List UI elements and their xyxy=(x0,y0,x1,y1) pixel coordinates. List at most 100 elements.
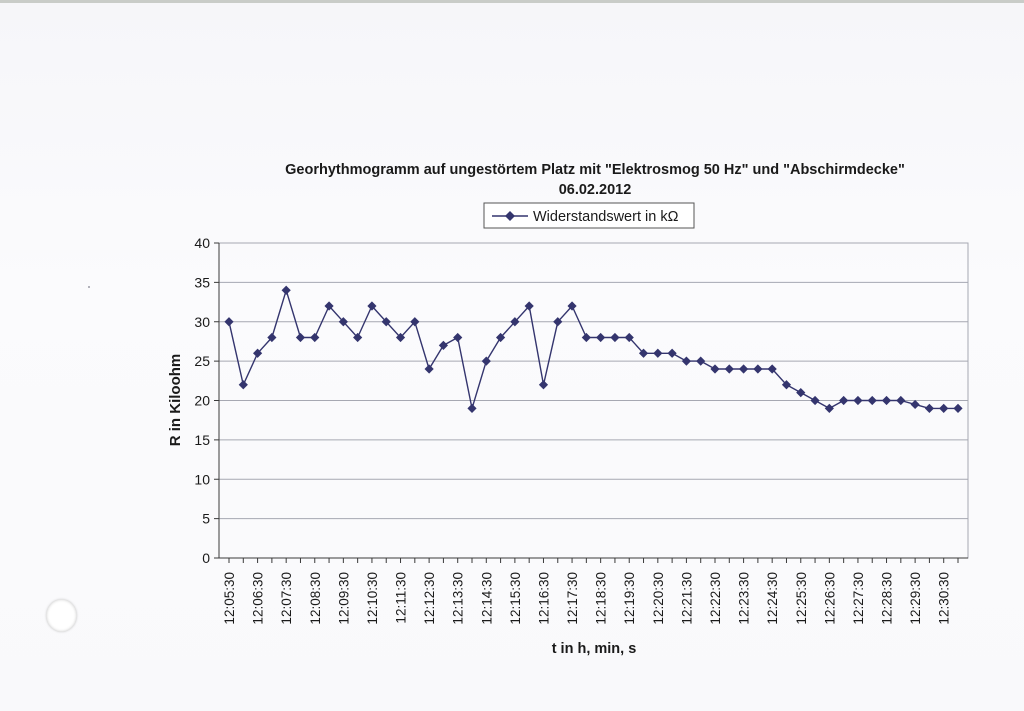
data-point xyxy=(495,332,506,343)
data-point xyxy=(524,301,534,311)
x-tick-labels: 12:05:30 12:06:30 12:07:30 12:08:30 12:09:30… xyxy=(222,572,952,625)
data-point xyxy=(867,395,877,406)
data-point xyxy=(324,301,334,311)
y-tick-label: 20 xyxy=(194,393,210,409)
data-point xyxy=(581,332,591,343)
x-tick-label: 12:13:30 xyxy=(451,572,466,625)
legend: Widerstandswert in kΩ xyxy=(483,202,695,229)
x-tick-label: 12:23:30 xyxy=(737,572,752,625)
data-point xyxy=(353,332,363,343)
y-tick-label: 35 xyxy=(194,274,210,290)
data-point xyxy=(638,348,649,358)
data-point xyxy=(939,403,949,413)
data-point xyxy=(381,317,391,327)
y-tick-label: 40 xyxy=(194,235,210,251)
data-point xyxy=(696,356,706,366)
y-tick-label: 15 xyxy=(194,432,210,448)
y-tick-label: 30 xyxy=(194,314,210,330)
y-tick-labels: 0 5 10 15 20 25 30 35 40 xyxy=(194,235,210,566)
x-tick-label: 12:30:30 xyxy=(937,572,952,625)
data-point xyxy=(853,395,863,406)
legend-box xyxy=(483,202,695,229)
data-point xyxy=(395,332,406,343)
data-point xyxy=(538,380,549,390)
x-tick-label: 12:18:30 xyxy=(594,572,609,625)
data-point xyxy=(896,395,906,406)
data-point xyxy=(610,332,620,343)
data-point xyxy=(839,395,849,406)
data-point xyxy=(738,364,749,374)
x-tick-label: 12:14:30 xyxy=(479,572,494,625)
data-point xyxy=(681,356,692,366)
data-point xyxy=(467,403,477,413)
x-tick-label: 12:16:30 xyxy=(536,572,551,625)
x-tick-label: 12:28:30 xyxy=(880,572,895,625)
data-point xyxy=(338,317,348,327)
data-point xyxy=(410,317,420,327)
y-tick-label: 0 xyxy=(202,550,210,566)
x-tick-label: 12:27:30 xyxy=(851,572,866,625)
data-point xyxy=(810,395,820,406)
x-tick-label: 12:20:30 xyxy=(651,572,666,625)
data-point xyxy=(824,403,834,413)
x-axis-label: t in h, min, s xyxy=(552,641,637,657)
x-tick-label: 12:06:30 xyxy=(251,572,266,625)
x-tick-label: 12:12:30 xyxy=(422,572,437,625)
x-tick-label: 12:25:30 xyxy=(794,572,809,625)
legend-label: Widerstandswert in kΩ xyxy=(533,209,679,225)
data-point xyxy=(624,332,634,343)
x-tick-label: 12:11:30 xyxy=(394,572,409,624)
data-point xyxy=(881,395,892,406)
x-tick-label: 12:21:30 xyxy=(679,572,694,625)
x-tick-label: 12:09:30 xyxy=(336,572,351,625)
data-point xyxy=(295,332,306,343)
data-point xyxy=(653,348,663,358)
y-tick-label: 10 xyxy=(194,471,210,487)
data-point xyxy=(567,301,577,311)
data-point xyxy=(596,332,606,343)
data-point xyxy=(438,340,449,350)
data-point xyxy=(724,364,734,374)
x-tick-label: 12:17:30 xyxy=(565,572,580,625)
data-point xyxy=(710,364,720,374)
data-point xyxy=(953,403,963,413)
x-tick-label: 12:10:30 xyxy=(365,572,380,625)
x-tick-label: 12:19:30 xyxy=(622,572,637,625)
data-point xyxy=(553,317,563,327)
x-tick-label: 12:15:30 xyxy=(508,572,523,625)
x-tick-label: 12:08:30 xyxy=(308,572,323,625)
data-point xyxy=(924,403,935,413)
x-tick-label: 12:05:30 xyxy=(222,572,237,625)
data-point xyxy=(767,364,777,374)
data-point xyxy=(481,356,491,366)
paper-speck xyxy=(88,286,90,288)
x-tick-label: 12:22:30 xyxy=(708,572,723,625)
data-point xyxy=(424,364,434,374)
data-point xyxy=(796,388,806,398)
data-point xyxy=(753,364,763,374)
data-point xyxy=(667,348,677,358)
data-point xyxy=(367,301,377,311)
data-point xyxy=(510,317,520,327)
scan-top-edge xyxy=(0,0,1024,3)
y-axis-label: R in Kiloohm xyxy=(167,354,184,447)
x-tick-label: 12:29:30 xyxy=(908,572,923,625)
data-point xyxy=(238,380,248,390)
x-tick-label: 12:07:30 xyxy=(279,572,294,625)
data-point xyxy=(252,348,263,358)
chart-subtitle: 06.02.2012 xyxy=(558,182,632,198)
data-point xyxy=(281,285,291,295)
data-point xyxy=(781,380,792,390)
data-point xyxy=(310,332,320,343)
data-point xyxy=(453,332,463,343)
chart-title: Georhythmogramm auf ungestörtem Platz mi… xyxy=(285,162,905,178)
legend-marker xyxy=(505,211,515,221)
x-tick-label: 12:26:30 xyxy=(822,572,837,625)
y-tick-label: 25 xyxy=(194,353,210,369)
series-layer xyxy=(224,285,963,413)
data-point xyxy=(224,317,234,327)
punch-hole xyxy=(46,599,77,632)
x-tick-label: 12:24:30 xyxy=(765,572,780,625)
